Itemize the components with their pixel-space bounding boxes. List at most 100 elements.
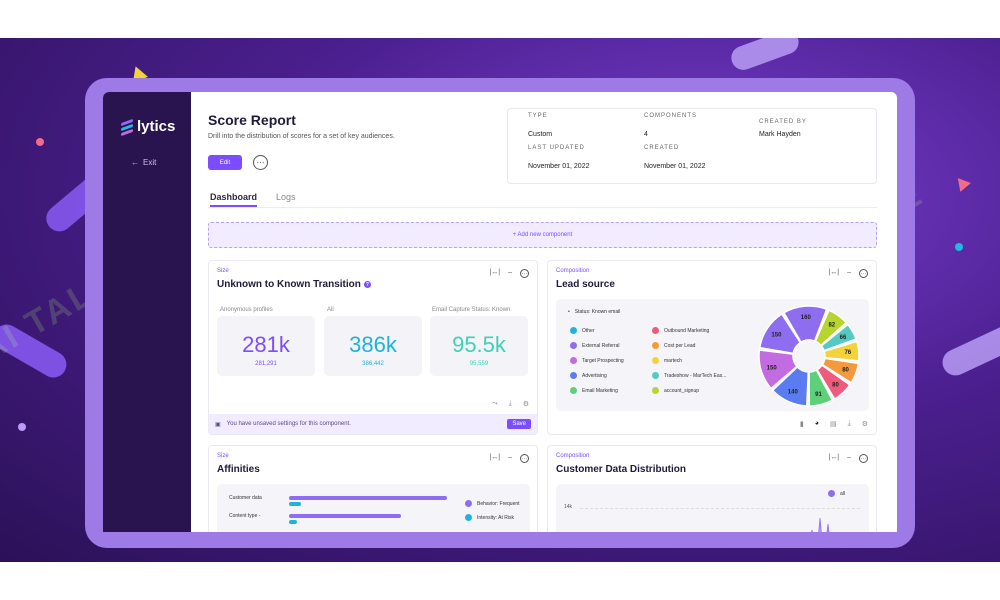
legend-label: Intensity: At Risk xyxy=(477,514,514,521)
meta-components-label: COMPONENTS xyxy=(644,113,698,119)
arrow-left-icon: ← xyxy=(131,158,139,167)
legend-item: Intensity: At Risk xyxy=(465,514,514,521)
donut-slice[interactable] xyxy=(808,369,834,407)
affinities-panel: Customer data Content type - Behavior: F… xyxy=(217,484,530,532)
sidebar: lytics ← Exit xyxy=(103,92,191,532)
more-options-icon[interactable]: ··· xyxy=(253,155,268,170)
legend-label: Other xyxy=(582,327,595,334)
card-menu-icon[interactable]: ··· xyxy=(520,269,529,278)
tab-logs[interactable]: Logs xyxy=(276,192,296,202)
card-eyebrow: Size xyxy=(217,268,229,274)
distribution-card: Composition Customer Data Distribution |… xyxy=(547,445,877,532)
resize-icon[interactable]: |↔| xyxy=(489,269,501,276)
status-label: Status: Known email xyxy=(574,309,621,315)
exit-link[interactable]: ← Exit xyxy=(131,158,156,167)
card-actions: ⤳ ⤓ ⚙ xyxy=(492,400,529,408)
donut-slice[interactable] xyxy=(783,305,828,343)
legend-item: Advertising xyxy=(570,372,607,379)
download-icon[interactable]: ⤓ xyxy=(847,420,851,427)
save-button[interactable]: Save xyxy=(507,419,531,429)
minimize-icon[interactable]: – xyxy=(847,269,851,276)
tab-dashboard[interactable]: Dashboard xyxy=(210,192,258,207)
legend-dot xyxy=(570,387,577,394)
legend-label: Email Marketing xyxy=(582,387,618,394)
card-menu-icon[interactable]: ··· xyxy=(520,454,529,463)
pie-chart-icon[interactable]: ◕ xyxy=(814,420,819,427)
legend-dot xyxy=(652,342,659,349)
card-menu-icon[interactable]: ··· xyxy=(859,269,868,278)
legend-dot xyxy=(570,327,577,334)
donut-slice[interactable] xyxy=(771,366,810,407)
minimize-icon[interactable]: – xyxy=(847,454,851,461)
donut-slice-label: 150 xyxy=(771,333,782,339)
card-title-text: Unknown to Known Transition xyxy=(217,279,361,290)
table-icon[interactable]: ▤ xyxy=(829,421,837,428)
donut-slice-label: 80 xyxy=(832,383,839,389)
unsaved-text: You have unsaved settings for this compo… xyxy=(226,421,351,427)
decorative-pill xyxy=(938,322,1000,380)
legend-label: Tradeshow - MarTech Eas... xyxy=(664,372,727,379)
legend-label: Target Prospecting xyxy=(582,357,624,364)
edit-button[interactable]: Edit xyxy=(208,155,242,170)
legend-label: account_signup xyxy=(664,387,700,394)
legend-dot xyxy=(652,357,659,364)
legend-dot xyxy=(465,514,472,521)
settings-icon[interactable]: ⚙ xyxy=(861,421,868,428)
card-eyebrow: Size xyxy=(217,453,229,459)
help-icon[interactable]: ? xyxy=(363,281,371,288)
meta-type-value: Custom xyxy=(528,131,553,138)
decorative-pill xyxy=(0,319,72,383)
download-icon[interactable]: ⤓ xyxy=(508,400,512,407)
legend-item: Other xyxy=(570,327,595,334)
donut-slice[interactable] xyxy=(814,309,847,347)
resize-icon[interactable]: |↔| xyxy=(489,454,501,461)
card-eyebrow: Composition xyxy=(556,268,590,274)
donut-slice[interactable] xyxy=(823,340,860,362)
legend-item: Cost per Lead xyxy=(652,342,695,349)
donut-slice[interactable] xyxy=(758,313,802,355)
donut-slice[interactable] xyxy=(820,323,857,352)
card-title: Unknown to Known Transition ? xyxy=(217,279,371,290)
card-title: Affinities xyxy=(217,464,260,475)
settings-icon[interactable]: ⚙ xyxy=(522,401,529,408)
stat-value: 281k xyxy=(242,332,290,357)
card-toolbar: |↔| – ··· xyxy=(489,454,529,463)
minimize-icon[interactable]: – xyxy=(508,454,512,461)
card-menu-icon[interactable]: ··· xyxy=(859,454,868,463)
donut-slice-label: 91 xyxy=(815,392,822,398)
meta-created-by-label: CREATED BY xyxy=(759,119,807,125)
gridline xyxy=(580,508,860,509)
page-title: Score Report xyxy=(208,112,296,128)
legend-item: all xyxy=(828,490,845,497)
save-disk-icon: ▣ xyxy=(215,421,221,428)
card-toolbar: |↔| – ··· xyxy=(828,269,868,278)
meta-updated-value: November 01, 2022 xyxy=(528,163,590,170)
legend-dot xyxy=(652,327,659,334)
decorative-triangle xyxy=(957,176,973,192)
donut-slice[interactable] xyxy=(816,364,851,400)
stat-tile-all: 386k 386,442 xyxy=(324,316,422,376)
status-filter: • Status: Known email xyxy=(568,309,620,315)
distribution-peaks xyxy=(811,517,830,532)
bullet-icon: • xyxy=(568,309,570,315)
lead-source-card: Composition Lead source |↔| – ··· • Stat… xyxy=(547,260,877,435)
resize-icon[interactable]: |↔| xyxy=(828,454,840,461)
legend-item: Outbound Marketing xyxy=(652,327,709,334)
add-component-button[interactable]: + Add new component xyxy=(208,222,877,248)
app-logo[interactable]: lytics xyxy=(121,118,175,136)
minimize-icon[interactable]: – xyxy=(508,269,512,276)
donut-slice-label: 160 xyxy=(801,315,812,321)
donut-slice-label: 66 xyxy=(840,335,847,341)
donut-slice[interactable] xyxy=(758,349,798,390)
card-title: Lead source xyxy=(556,279,615,290)
tab-bar: Dashboard Logs xyxy=(208,192,877,208)
lead-source-panel: • Status: Known email Other External Refe… xyxy=(556,299,869,411)
donut-slice[interactable] xyxy=(821,357,860,384)
bar-chart-icon[interactable]: ▮ xyxy=(799,421,804,428)
legend-dot xyxy=(570,372,577,379)
trend-icon[interactable]: ⤳ xyxy=(492,400,498,407)
decorative-dot xyxy=(36,138,44,146)
meta-type-label: TYPE xyxy=(528,113,548,119)
donut-slice-label: 140 xyxy=(788,389,799,395)
resize-icon[interactable]: |↔| xyxy=(828,269,840,276)
